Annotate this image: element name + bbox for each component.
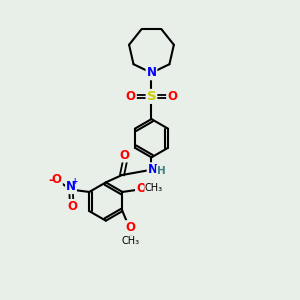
Text: O: O [126, 221, 136, 234]
Text: O: O [119, 148, 129, 161]
Text: CH₃: CH₃ [145, 183, 163, 194]
Text: H: H [157, 166, 165, 176]
Text: N: N [148, 163, 158, 176]
Text: N: N [146, 66, 157, 80]
Text: O: O [136, 182, 146, 195]
Text: O: O [52, 173, 62, 186]
Text: S: S [147, 90, 156, 103]
Text: O: O [67, 200, 77, 213]
Text: O: O [126, 90, 136, 103]
Text: -: - [48, 174, 53, 187]
Text: O: O [167, 90, 177, 103]
Text: N: N [66, 180, 76, 193]
Text: CH₃: CH₃ [122, 236, 140, 245]
Text: +: + [71, 177, 77, 186]
